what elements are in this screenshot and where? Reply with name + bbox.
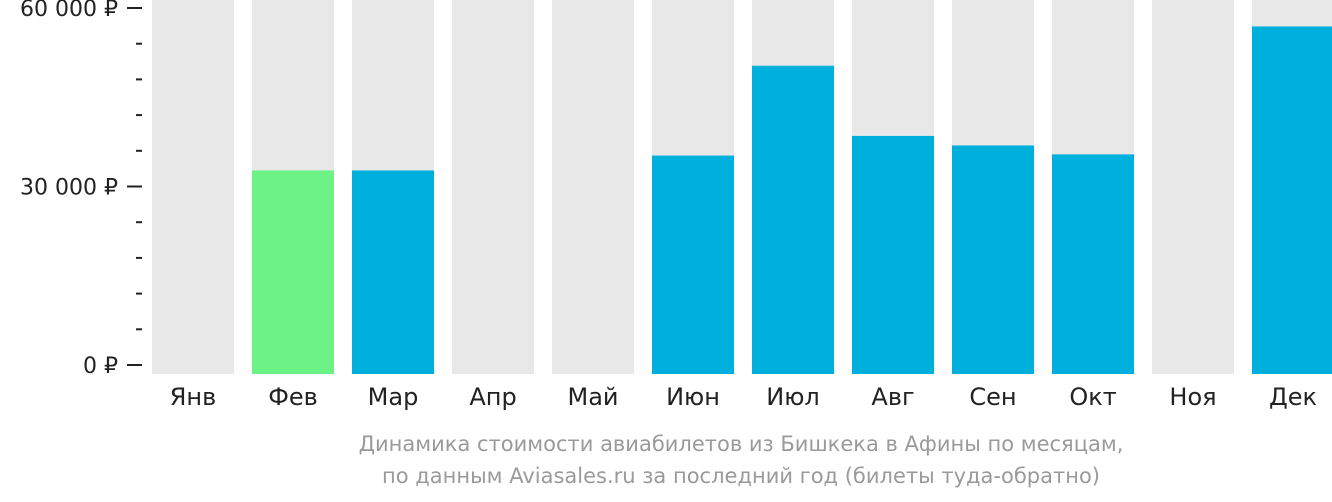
x-tick-label: Июн [666, 383, 720, 411]
y-tick-label: 60 000 ₽ [20, 0, 118, 22]
x-tick-label: Фев [268, 383, 318, 411]
x-tick-label: Авг [871, 383, 914, 411]
data-bars [252, 26, 1332, 374]
bar-5[interactable] [652, 155, 734, 374]
x-tick-label: Мар [368, 383, 419, 411]
chart-caption: Динамика стоимости авиабилетов из Бишкек… [150, 428, 1332, 492]
bar-11[interactable] [1252, 26, 1332, 374]
x-tick-label: Ноя [1169, 383, 1216, 411]
bar-2[interactable] [352, 170, 434, 374]
x-tick-label: Сен [969, 383, 1016, 411]
bar-background-4 [552, 0, 634, 374]
bar-9[interactable] [1052, 154, 1134, 374]
price-chart: 0 ₽ 30 000 ₽ 60 000 ₽ Янв Фев Мар Апр Май Июн Ию… [20, 0, 1332, 411]
caption-line-1: Динамика стоимости авиабилетов из Бишкек… [358, 432, 1124, 456]
x-tick-label: Июл [766, 383, 820, 411]
caption-line-2: по данным Aviasales.ru за последний год … [382, 464, 1100, 488]
x-tick-label: Апр [469, 383, 516, 411]
x-axis: Янв Фев Мар Апр Май Июн Июл Авг Сен Окт Ноя Дек [170, 383, 1317, 411]
x-tick-label: Окт [1069, 383, 1116, 411]
x-tick-label: Дек [1269, 383, 1317, 411]
bar-7[interactable] [852, 135, 934, 374]
y-tick-label: 0 ₽ [83, 354, 118, 379]
bar-6[interactable] [752, 65, 834, 374]
y-tick-label: 30 000 ₽ [20, 176, 118, 201]
bar-background-10 [1152, 0, 1234, 374]
x-tick-label: Янв [170, 383, 217, 411]
y-axis: 0 ₽ 30 000 ₽ 60 000 ₽ [20, 0, 142, 379]
bar-8[interactable] [952, 145, 1034, 374]
x-tick-label: Май [567, 383, 618, 411]
bar-background-3 [452, 0, 534, 374]
bar-background-0 [152, 0, 234, 374]
bar-1[interactable] [252, 170, 334, 374]
